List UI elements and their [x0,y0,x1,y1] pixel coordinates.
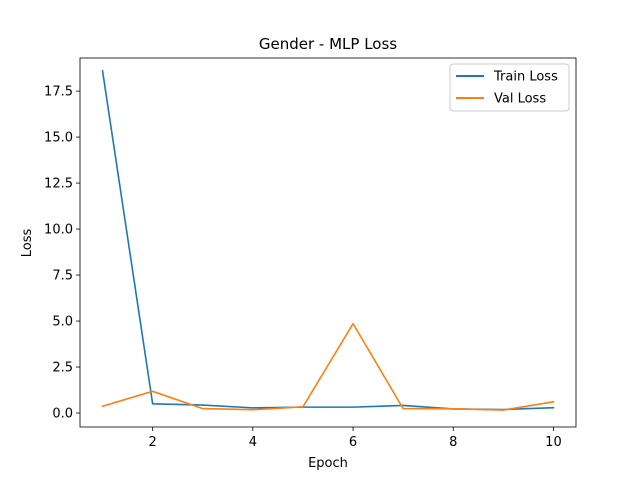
x-axis: 2 4 6 8 10 [149,427,562,450]
x-tick-label: 2 [149,435,157,450]
series-line-val-loss [101,322,555,411]
x-axis-label: Epoch [308,456,348,471]
y-tick-label: 2.5 [52,361,73,376]
legend: Train Loss Val Loss [449,63,570,112]
y-axis-label: Loss [20,229,35,258]
series-lines [101,69,555,411]
y-tick-label: 5.0 [52,315,73,330]
y-tick-label: 10.0 [44,223,73,238]
x-tick-label: 8 [449,435,457,450]
axes-frame [79,57,577,428]
plot-area: 2 4 6 8 10 0.0 2.5 5.0 7.5 10.0 12.5 15.0 17.5 [44,57,577,450]
x-tick-label: 10 [545,435,562,450]
chart-title: Gender - MLP Loss [259,35,397,53]
legend-label-train-loss: Train Loss [493,70,558,85]
y-tick-label: 12.5 [44,177,73,192]
legend-label-val-loss: Val Loss [494,92,546,107]
y-tick-label: 7.5 [52,269,73,284]
x-tick-label: 4 [249,435,257,450]
x-tick-label: 6 [349,435,357,450]
y-tick-label: 15.0 [44,131,73,146]
y-axis: 0.0 2.5 5.0 7.5 10.0 12.5 15.0 17.5 [44,85,80,422]
y-tick-label: 17.5 [44,85,73,100]
y-tick-label: 0.0 [52,407,73,422]
